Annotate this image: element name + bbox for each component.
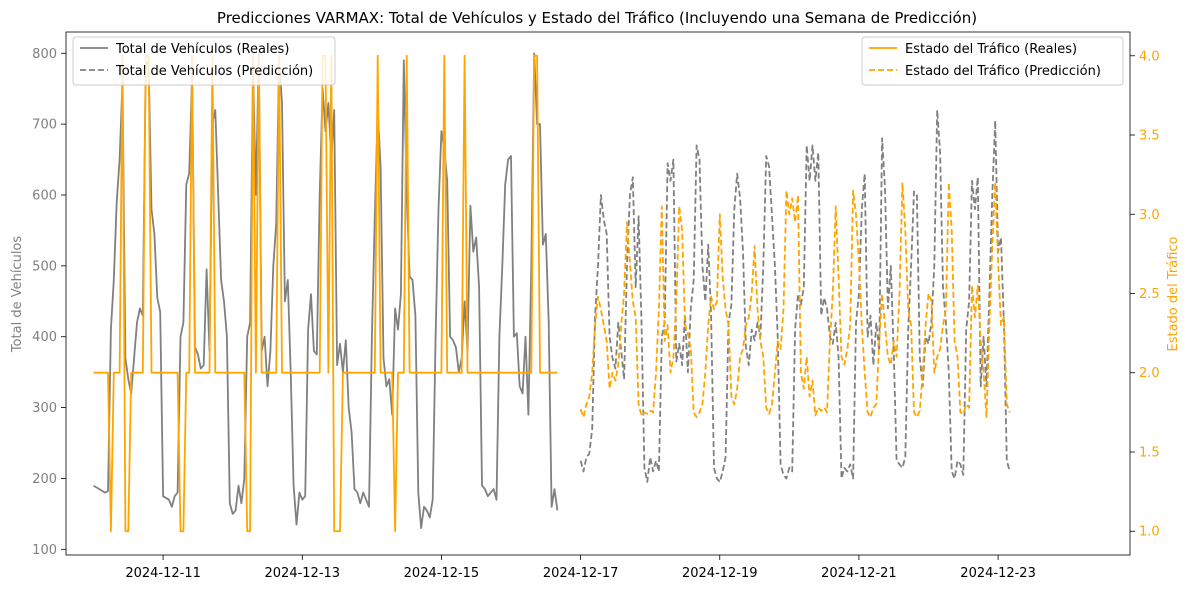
y-axis-left: 100 200 300 400 500 600 700 800 [32, 47, 66, 558]
legend-label-traffic-pred: Estado del Tráfico (Predicción) [905, 64, 1101, 79]
y-axis-right-label: Estado del Tráfico [1166, 236, 1181, 351]
y-left-tick-label: 400 [32, 330, 57, 345]
x-tick-label: 2024-12-15 [404, 566, 480, 581]
y-right-tick-label: 2.0 [1139, 366, 1160, 381]
legend-label-vehicles-real: Total de Vehículos (Reales) [115, 42, 289, 57]
series-line-3 [93, 54, 558, 533]
legend-left: Total de Vehículos (Reales) Total de Veh… [72, 36, 336, 86]
legend-label-vehicles-pred: Total de Vehículos (Predicción) [115, 64, 313, 79]
y-left-tick-label: 800 [32, 47, 57, 62]
x-tick-label: 2024-12-11 [125, 566, 201, 581]
y-right-tick-label: 1.0 [1139, 525, 1160, 540]
y-right-tick-label: 2.5 [1139, 287, 1160, 302]
x-tick-label: 2024-12-17 [543, 566, 619, 581]
series-line-4 [579, 181, 1011, 419]
y-axis-left-label: Total de Vehículos [10, 236, 25, 354]
y-left-tick-label: 200 [32, 472, 57, 487]
legend-right-box [861, 36, 1124, 86]
y-right-tick-label: 1.5 [1139, 445, 1160, 460]
legend-left-box [72, 36, 336, 86]
y-right-tick-label: 3.5 [1139, 129, 1160, 144]
legend-right: Estado del Tráfico (Reales) Estado del T… [861, 36, 1124, 86]
x-tick-label: 2024-12-23 [960, 566, 1036, 581]
axes-frame [65, 31, 1131, 556]
y-right-tick-label: 4.0 [1139, 49, 1160, 64]
y-left-tick-label: 500 [32, 259, 57, 274]
legend-label-traffic-real: Estado del Tráfico (Reales) [905, 42, 1077, 57]
x-tick-label: 2024-12-19 [682, 566, 758, 581]
y-left-tick-label: 600 [32, 188, 57, 203]
x-tick-label: 2024-12-13 [265, 566, 341, 581]
x-axis: 2024-12-11 2024-12-13 2024-12-15 2024-12-17… [125, 555, 1036, 581]
chart-title: Predicciones VARMAX: Total de Vehículos … [217, 9, 977, 27]
y-left-tick-label: 100 [32, 543, 57, 558]
y-left-tick-label: 300 [32, 401, 57, 416]
y-axis-right: 1.0 1.5 2.0 2.5 3.0 3.5 4.0 [1130, 49, 1160, 540]
y-left-tick-label: 700 [32, 118, 57, 133]
series-line-2 [579, 109, 1011, 483]
plot-area [93, 52, 1011, 533]
y-right-tick-label: 3.0 [1139, 208, 1160, 223]
x-tick-label: 2024-12-21 [821, 566, 897, 581]
